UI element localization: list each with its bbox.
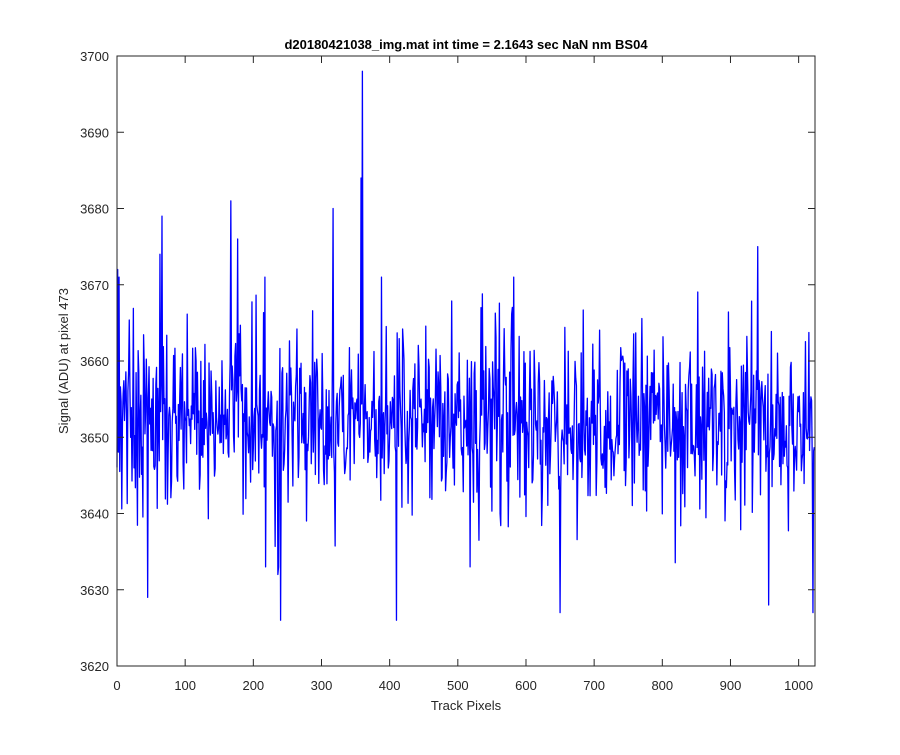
x-tick-label: 1000 — [784, 678, 813, 693]
y-tick-label: 3650 — [80, 430, 109, 445]
y-tick-label: 3620 — [80, 659, 109, 674]
y-tick-label: 3630 — [80, 583, 109, 598]
x-axis: 0 100 200 300 400 500 600 700 800 900 1000 — [113, 56, 813, 693]
chart-title: d20180421038_img.mat int time = 2.1643 s… — [284, 37, 648, 52]
x-tick-label: 200 — [242, 678, 264, 693]
x-tick-label: 800 — [651, 678, 673, 693]
y-axis: 3620 3630 3640 3650 3660 3670 3680 3690 3700 — [80, 49, 815, 674]
x-tick-label: 300 — [311, 678, 333, 693]
y-tick-label: 3680 — [80, 202, 109, 217]
y-tick-label: 3690 — [80, 125, 109, 140]
y-tick-label: 3660 — [80, 354, 109, 369]
y-axis-label: Signal (ADU) at pixel 473 — [56, 288, 71, 434]
x-axis-label: Track Pixels — [431, 698, 502, 713]
y-tick-label: 3640 — [80, 507, 109, 522]
y-tick-label: 3670 — [80, 278, 109, 293]
series-line — [116, 70, 815, 621]
x-tick-label: 600 — [515, 678, 537, 693]
x-tick-label: 500 — [447, 678, 469, 693]
x-tick-label: 900 — [720, 678, 742, 693]
x-tick-label: 700 — [583, 678, 605, 693]
x-tick-label: 100 — [174, 678, 196, 693]
y-tick-label: 3700 — [80, 49, 109, 64]
x-tick-label: 0 — [113, 678, 120, 693]
series-layer — [116, 70, 815, 621]
x-tick-label: 400 — [379, 678, 401, 693]
